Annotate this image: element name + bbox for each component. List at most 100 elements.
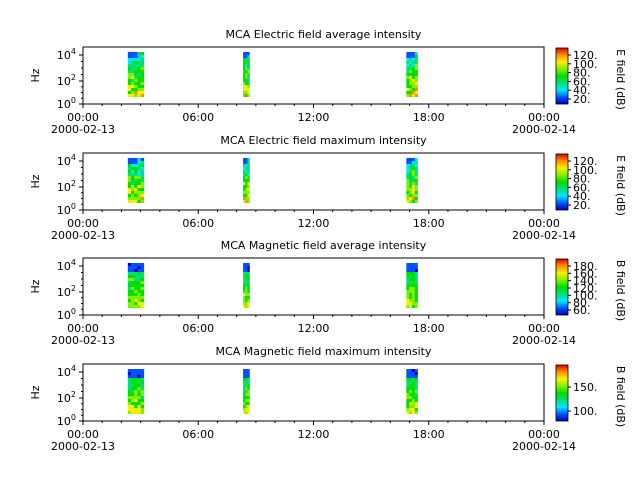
spectrogram-cell	[140, 55, 145, 58]
colorbar	[555, 258, 569, 316]
spectrogram-cell	[414, 52, 418, 55]
spectrogram-cell	[137, 281, 141, 284]
spectrogram-cell	[411, 387, 416, 390]
spectrogram-cell	[127, 284, 132, 287]
spectrogram-cell	[134, 88, 138, 91]
x-tick-label: 12:00	[298, 217, 330, 230]
spectrogram-cell	[245, 266, 248, 269]
spectrogram-cell	[245, 387, 248, 390]
spectrogram-cell	[140, 390, 145, 393]
spectrogram-cell	[409, 411, 413, 414]
spectrogram-cell	[131, 284, 135, 287]
spectrogram-cell	[140, 287, 145, 290]
spectrogram-cell	[245, 272, 248, 275]
spectrogram-cell	[137, 296, 141, 299]
spectrogram-cell	[247, 272, 250, 275]
spectrogram-cell	[243, 91, 246, 94]
x-date-label: 2000-02-13	[51, 334, 115, 347]
spectrogram-panel: MCA Electric field maximum intensity Hz 10…	[29, 134, 627, 242]
spectrogram-cell	[245, 79, 248, 82]
spectrogram-cell	[411, 293, 416, 296]
spectrogram-cell	[414, 299, 418, 302]
spectrogram-cell	[137, 185, 141, 188]
plot-frame	[82, 152, 545, 211]
spectrogram-cell	[140, 158, 145, 161]
spectrogram-cell	[243, 64, 246, 67]
spectrogram-cell	[137, 173, 141, 176]
spectrogram-cell	[243, 284, 246, 287]
spectrogram-cell	[409, 170, 413, 173]
spectrogram-pass	[406, 263, 418, 308]
spectrogram-cell	[409, 408, 413, 411]
x-date-label: 2000-02-13	[51, 229, 115, 242]
spectrogram-cell	[140, 79, 145, 82]
spectrogram-pass	[243, 52, 250, 97]
spectrogram-pass	[127, 263, 145, 308]
colorbar-tick-label: 20.	[573, 199, 591, 212]
spectrogram-cell	[409, 58, 413, 61]
spectrogram-cell	[409, 182, 413, 185]
spectrogram-cell	[140, 275, 145, 278]
spectrogram-cell	[137, 372, 141, 375]
spectrogram-cell	[243, 405, 246, 408]
spectrogram-cell	[406, 179, 410, 182]
spectrogram-cell	[247, 369, 250, 372]
spectrogram-cell	[414, 167, 418, 170]
plot-frame	[82, 363, 545, 422]
spectrogram-cell	[131, 375, 135, 378]
spectrogram-cell	[414, 296, 418, 299]
spectrogram-cell	[140, 67, 145, 70]
colorbar-tick-label: 100.	[573, 164, 598, 177]
spectrogram-cell	[131, 378, 135, 381]
spectrogram-cell	[406, 79, 410, 82]
y-tick-label: 100	[57, 96, 76, 111]
x-tick-label: 06:00	[182, 428, 214, 441]
spectrogram-cell	[127, 266, 132, 269]
spectrogram-cell	[409, 88, 413, 91]
spectrogram-cell	[409, 82, 413, 85]
y-tick-label: 102	[57, 179, 76, 194]
colorbar-tick-label: 60.	[573, 181, 591, 194]
spectrogram-cell	[137, 197, 141, 200]
spectrogram-cell	[137, 182, 141, 185]
spectrogram-cell	[411, 369, 416, 372]
spectrogram-cell	[411, 85, 416, 88]
spectrogram-cell	[127, 263, 132, 266]
spectrogram-cell	[247, 266, 250, 269]
spectrogram-cell	[409, 70, 413, 73]
spectrogram-cell	[134, 387, 138, 390]
spectrogram-cell	[414, 179, 418, 182]
spectrogram-cell	[131, 408, 135, 411]
spectrogram-cell	[409, 164, 413, 167]
spectrogram-cell	[411, 275, 416, 278]
spectrogram-cell	[137, 396, 141, 399]
x-tick-label: 12:00	[298, 428, 330, 441]
spectrogram-cell	[243, 369, 246, 372]
spectrogram-cell	[131, 55, 135, 58]
colorbar-tick-label: 150.	[573, 381, 598, 394]
x-date-label: 2000-02-14	[512, 229, 576, 242]
spectrogram-cell	[411, 281, 416, 284]
spectrogram-cell	[411, 197, 416, 200]
plot-frame	[82, 257, 545, 316]
spectrogram-cell	[134, 197, 138, 200]
spectrogram-cell	[140, 170, 145, 173]
spectrogram-cell	[411, 411, 416, 414]
spectrogram-cell	[140, 94, 145, 97]
spectrogram-cell	[137, 402, 141, 405]
spectrogram-cell	[137, 85, 141, 88]
spectrogram-cell	[127, 167, 132, 170]
spectrogram-cell	[140, 185, 145, 188]
spectrogram-cell	[414, 55, 418, 58]
spectrogram-pass	[406, 369, 418, 414]
spectrogram-cell	[131, 275, 135, 278]
spectrogram-cell	[406, 88, 410, 91]
spectrogram-cell	[134, 170, 138, 173]
spectrogram-cell	[137, 299, 141, 302]
spectrogram-cell	[411, 408, 416, 411]
spectrogram-cell	[127, 82, 132, 85]
spectrogram-cell	[411, 170, 416, 173]
spectrogram-cell	[134, 61, 138, 64]
spectrogram-cell	[406, 275, 410, 278]
spectrogram-cell	[245, 164, 248, 167]
